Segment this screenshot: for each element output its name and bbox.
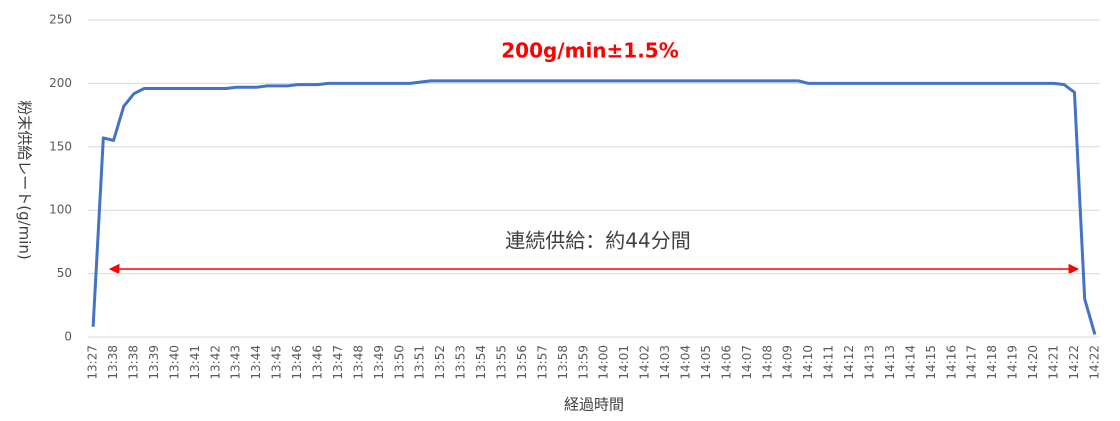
x-tick-label: 14:10 (801, 345, 815, 380)
y-tick-label: 200 (49, 76, 72, 90)
x-tick-label: 14:07 (740, 345, 754, 380)
x-tick-label: 13:44 (249, 345, 263, 380)
y-axis-label: 粉末供給レート(g/min) (16, 100, 34, 260)
x-tick-label: 14:05 (699, 345, 713, 380)
x-tick-label: 14:09 (781, 345, 795, 380)
x-tick-label: 14:02 (638, 345, 652, 380)
x-tick-label: 14:17 (965, 345, 979, 380)
x-tick-label: 14:06 (719, 345, 733, 380)
y-tick-label: 100 (49, 203, 72, 217)
x-tick-label: 14:19 (1006, 345, 1020, 380)
x-tick-label: 14:14 (903, 345, 917, 380)
x-tick-label: 13:41 (188, 345, 202, 380)
x-tick-label: 13:46 (311, 345, 325, 380)
x-tick-label: 14:12 (842, 345, 856, 380)
x-tick-label: 13:46 (290, 345, 304, 380)
x-tick-label: 13:47 (331, 345, 345, 380)
x-tick-label: 14:22 (1067, 345, 1081, 380)
x-tick-label: 14:16 (944, 345, 958, 380)
x-tick-label: 13:42 (208, 345, 222, 380)
annotation: 連続供給：約44分間 (505, 229, 690, 253)
chart-title: 200g/min±1.5% (501, 39, 679, 63)
x-tick-label: 13:53 (454, 345, 468, 380)
y-tick-label: 150 (49, 139, 72, 153)
x-tick-label: 14:18 (985, 345, 999, 380)
x-tick-label: 13:45 (270, 345, 284, 380)
x-tick-label: 13:27 (86, 345, 100, 380)
x-tick-label: 13:43 (229, 345, 243, 380)
x-tick-label: 14:21 (1047, 345, 1061, 380)
x-tick-label: 13:57 (535, 345, 549, 380)
x-tick-label: 13:38 (106, 345, 120, 380)
y-tick-label: 250 (49, 13, 72, 27)
y-tick-label: 50 (57, 266, 72, 280)
x-tick-label: 13:52 (433, 345, 447, 380)
x-tick-label: 14:08 (760, 345, 774, 380)
x-tick-label: 13:56 (515, 345, 529, 380)
x-tick-label: 14:01 (617, 345, 631, 380)
x-tick-label: 14:00 (597, 345, 611, 380)
x-tick-label: 13:58 (556, 345, 570, 380)
x-tick-label: 14:11 (822, 345, 836, 380)
x-tick-label: 13:55 (495, 345, 509, 380)
x-axis-label: 経過時間 (564, 396, 624, 414)
x-tick-label: 13:48 (351, 345, 365, 380)
x-tick-label: 14:13 (883, 345, 897, 380)
x-tick-label: 13:38 (127, 345, 141, 380)
x-tick-label: 13:51 (413, 345, 427, 380)
x-tick-label: 13:50 (392, 345, 406, 380)
x-tick-label: 14:04 (679, 345, 693, 380)
x-tick-label: 14:20 (1026, 345, 1040, 380)
x-tick-label: 14:15 (924, 345, 938, 380)
x-tick-label: 13:54 (474, 345, 488, 380)
data-line (91, 79, 1097, 335)
x-tick-label: 13:59 (576, 345, 590, 380)
x-tick-label: 14:13 (863, 345, 877, 380)
x-tick-label: 14:03 (658, 345, 672, 380)
y-tick-label: 0 (64, 330, 72, 344)
x-tick-label: 13:39 (147, 345, 161, 380)
x-tick-label: 13:40 (167, 345, 181, 380)
x-tick-label: 14:22 (1087, 345, 1101, 380)
x-tick-label: 13:49 (372, 345, 386, 380)
